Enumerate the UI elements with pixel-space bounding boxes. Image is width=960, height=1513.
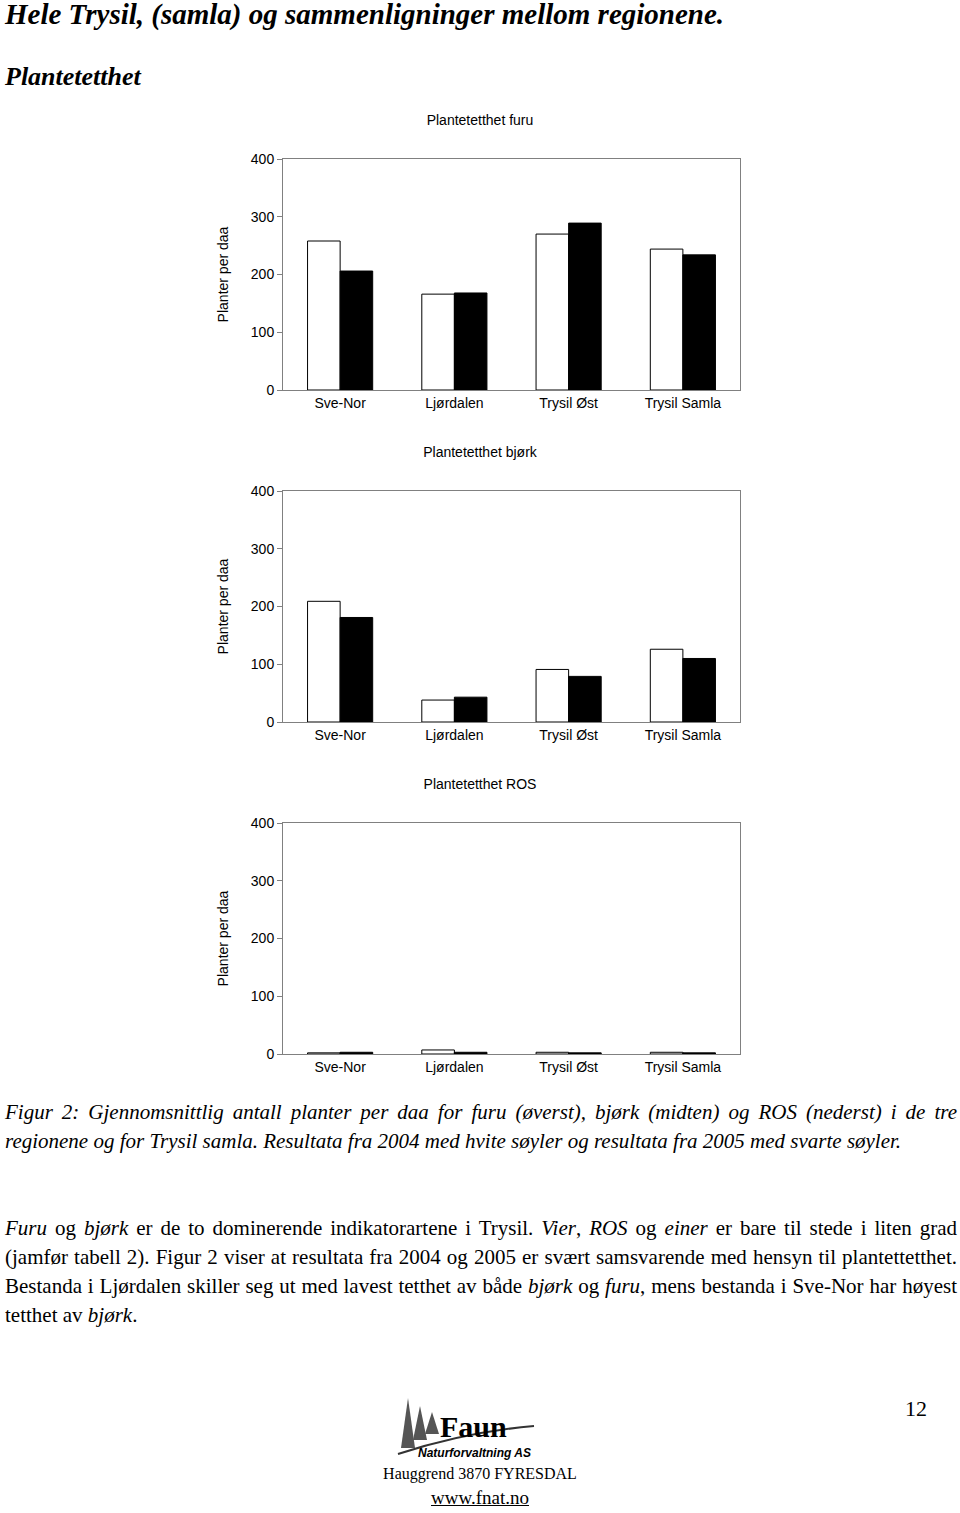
svg-text:200: 200: [251, 930, 275, 946]
svg-text:Trysil Øst: Trysil Øst: [539, 1059, 598, 1075]
svg-text:Trysil Øst: Trysil Øst: [539, 727, 598, 743]
svg-text:200: 200: [251, 266, 275, 282]
svg-text:Trysil Samla: Trysil Samla: [645, 1059, 722, 1075]
svg-text:Planter per daa: Planter per daa: [215, 890, 231, 986]
html-text:Figur 2: Gjennomsnittlig antal: Figur 2: Gjennomsnittlig antall planter …: [5, 1100, 957, 1153]
svg-text:Ljørdalen: Ljørdalen: [425, 1059, 483, 1075]
svg-text:Ljørdalen: Ljørdalen: [425, 395, 483, 411]
svg-text:400: 400: [251, 483, 275, 499]
svg-text:300: 300: [251, 209, 275, 225]
svg-text:400: 400: [251, 151, 275, 167]
html-text:www.fnat.no: www.fnat.no: [431, 1487, 529, 1508]
html-text:Furu og bjørk er de to dominer: Furu og bjørk er de to dominerende indik…: [5, 1216, 957, 1327]
html-text:Plantetetthet: Plantetetthet: [5, 62, 141, 91]
svg-text:100: 100: [251, 324, 275, 340]
html-text:12: 12: [905, 1396, 927, 1421]
html-text:Naturforvaltning AS: Naturforvaltning AS: [418, 1446, 531, 1460]
svg-text:Sve-Nor: Sve-Nor: [314, 395, 366, 411]
svg-text:0: 0: [266, 382, 274, 398]
svg-text:100: 100: [251, 988, 275, 1004]
svg-text:400: 400: [251, 815, 275, 831]
html-text:Hauggrend 3870 FYRESDAL: Hauggrend 3870 FYRESDAL: [383, 1465, 577, 1482]
svg-text:Plantetetthet ROS: Plantetetthet ROS: [424, 776, 537, 792]
svg-text:Sve-Nor: Sve-Nor: [314, 727, 366, 743]
svg-text:100: 100: [251, 656, 275, 672]
svg-text:0: 0: [266, 714, 274, 730]
html-text:Faun: Faun: [440, 1410, 507, 1443]
svg-text:Trysil Samla: Trysil Samla: [645, 395, 722, 411]
svg-text:Planter per daa: Planter per daa: [215, 558, 231, 654]
svg-text:200: 200: [251, 598, 275, 614]
svg-text:Planter per daa: Planter per daa: [215, 226, 231, 322]
svg-text:Ljørdalen: Ljørdalen: [425, 727, 483, 743]
svg-text:Plantetetthet bjørk: Plantetetthet bjørk: [423, 444, 538, 460]
svg-text:300: 300: [251, 541, 275, 557]
svg-text:300: 300: [251, 873, 275, 889]
svg-text:Plantetetthet furu: Plantetetthet furu: [427, 112, 534, 128]
svg-text:Trysil Øst: Trysil Øst: [539, 395, 598, 411]
svg-text:0: 0: [266, 1046, 274, 1062]
svg-text:Trysil Samla: Trysil Samla: [645, 727, 722, 743]
svg-text:Sve-Nor: Sve-Nor: [314, 1059, 366, 1075]
